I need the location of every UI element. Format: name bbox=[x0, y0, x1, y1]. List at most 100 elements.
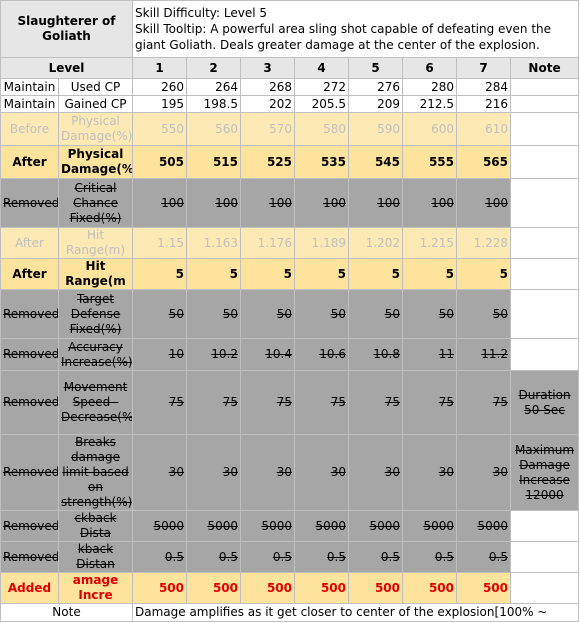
cell-value: 264 bbox=[186, 78, 241, 96]
cell-value: 600 bbox=[402, 112, 457, 146]
row-note bbox=[509, 78, 580, 96]
cell-value: 1.189 bbox=[294, 227, 349, 259]
cell-value: 10 bbox=[132, 338, 187, 371]
cell-value: 560 bbox=[186, 112, 241, 146]
cell-value: 0.5 bbox=[402, 541, 457, 573]
row-name: Physical Damage(%) bbox=[58, 112, 133, 146]
cell-value: 75 bbox=[132, 370, 187, 435]
cell-value: 0.5 bbox=[240, 541, 295, 573]
row-status: After bbox=[0, 258, 59, 290]
cell-value: 30 bbox=[240, 434, 295, 511]
row-note bbox=[509, 145, 580, 179]
row-note bbox=[509, 572, 580, 604]
column-header: 6 bbox=[402, 57, 457, 79]
row-status: Before bbox=[0, 112, 59, 146]
cell-value: 50 bbox=[348, 289, 403, 339]
header-row: Level 1 2 3 4 5 6 7 Note bbox=[0, 57, 580, 79]
cell-value: 75 bbox=[186, 370, 241, 435]
cell-value: 550 bbox=[132, 112, 187, 146]
cell-value: 1.228 bbox=[456, 227, 511, 259]
cell-value: 535 bbox=[294, 145, 349, 179]
cell-value: 209 bbox=[348, 95, 403, 113]
row-note bbox=[509, 258, 580, 290]
cell-value: 1.163 bbox=[186, 227, 241, 259]
cell-value: 0.5 bbox=[132, 541, 187, 573]
row-status: After bbox=[0, 227, 59, 259]
column-header: Level bbox=[0, 57, 133, 79]
cell-value: 1.15 bbox=[132, 227, 187, 259]
column-header: Note bbox=[509, 57, 580, 79]
row-name: Physical Damage(%) bbox=[58, 145, 133, 179]
cell-value: 500 bbox=[186, 572, 241, 604]
row-note bbox=[509, 227, 580, 259]
data-row: Removed Target Defense Fixed(%) 50 50 50 50 50… bbox=[0, 289, 580, 339]
cell-value: 50 bbox=[132, 289, 187, 339]
cell-value: 5 bbox=[402, 258, 457, 290]
cell-value: 198.5 bbox=[186, 95, 241, 113]
cell-value: 30 bbox=[456, 434, 511, 511]
row-name: Accuracy Increase(%) bbox=[58, 338, 133, 371]
skill-info: Skill Difficulty: Level 5 Skill Tooltip: … bbox=[131, 0, 580, 58]
cell-value: 100 bbox=[456, 178, 511, 228]
cell-value: 590 bbox=[348, 112, 403, 146]
cell-value: 30 bbox=[132, 434, 187, 511]
row-name: Critical Chance Fixed(%) bbox=[58, 178, 133, 228]
cell-value: 555 bbox=[402, 145, 457, 179]
cell-value: 1.215 bbox=[402, 227, 457, 259]
cell-value: 284 bbox=[456, 78, 511, 96]
row-note: Maximum Damage Increase 12000 bbox=[509, 434, 580, 511]
cell-value: 5000 bbox=[402, 510, 457, 542]
cell-value: 100 bbox=[348, 178, 403, 228]
cell-value: 100 bbox=[294, 178, 349, 228]
row-name: amage Incre bbox=[58, 572, 133, 604]
data-row: Removed kback Distan 0.5 0.5 0.5 0.5 0.5 0.5 0.5 bbox=[0, 541, 580, 573]
cell-value: 500 bbox=[132, 572, 187, 604]
cell-value: 75 bbox=[402, 370, 457, 435]
cell-value: 5000 bbox=[456, 510, 511, 542]
data-row: Maintain Used CP 260 264 268 272 276 280 284 bbox=[0, 78, 580, 96]
row-note bbox=[509, 541, 580, 573]
row-status: Removed bbox=[0, 541, 59, 573]
row-status: Removed bbox=[0, 370, 59, 435]
row-name: ckback Dista bbox=[58, 510, 133, 542]
data-row: After Physical Damage(%) 505 515 525 535 545 55… bbox=[0, 145, 580, 179]
cell-value: 505 bbox=[132, 145, 187, 179]
cell-value: 10.2 bbox=[186, 338, 241, 371]
row-note bbox=[509, 112, 580, 146]
cell-value: 5 bbox=[186, 258, 241, 290]
skill-title: Slaughterer of Goliath bbox=[0, 0, 133, 58]
data-row: After Hit Range(m) 1.15 1.163 1.176 1.189 1.20… bbox=[0, 227, 580, 259]
cell-value: 5000 bbox=[240, 510, 295, 542]
cell-value: 515 bbox=[186, 145, 241, 179]
cell-value: 5 bbox=[240, 258, 295, 290]
data-row: After Hit Range(m 5 5 5 5 5 5 5 bbox=[0, 258, 580, 290]
row-note bbox=[509, 95, 580, 113]
row-name: Hit Range(m) bbox=[58, 227, 133, 259]
cell-value: 195 bbox=[132, 95, 187, 113]
cell-value: 5000 bbox=[294, 510, 349, 542]
footer-text: Damage amplifies as it get closer to cen… bbox=[131, 603, 580, 622]
data-row: Added amage Incre 500 500 500 500 500 500 500 bbox=[0, 572, 580, 604]
cell-value: 525 bbox=[240, 145, 295, 179]
cell-value: 30 bbox=[186, 434, 241, 511]
cell-value: 11 bbox=[402, 338, 457, 371]
cell-value: 50 bbox=[186, 289, 241, 339]
cell-value: 5000 bbox=[186, 510, 241, 542]
cell-value: 30 bbox=[402, 434, 457, 511]
difficulty: Skill Difficulty: Level 5 bbox=[135, 6, 268, 20]
row-name: Hit Range(m bbox=[58, 258, 133, 290]
cell-value: 75 bbox=[240, 370, 295, 435]
cell-value: 0.5 bbox=[348, 541, 403, 573]
cell-value: 500 bbox=[348, 572, 403, 604]
cell-value: 500 bbox=[456, 572, 511, 604]
data-row: Removed Accuracy Increase(%) 10 10.2 10.4 10.… bbox=[0, 338, 580, 371]
row-name: kback Distan bbox=[58, 541, 133, 573]
cell-value: 5 bbox=[132, 258, 187, 290]
cell-value: 500 bbox=[294, 572, 349, 604]
row-name: Target Defense Fixed(%) bbox=[58, 289, 133, 339]
cell-value: 500 bbox=[402, 572, 457, 604]
row-status: Removed bbox=[0, 289, 59, 339]
row-note bbox=[509, 510, 580, 542]
cell-value: 100 bbox=[402, 178, 457, 228]
cell-value: 268 bbox=[240, 78, 295, 96]
